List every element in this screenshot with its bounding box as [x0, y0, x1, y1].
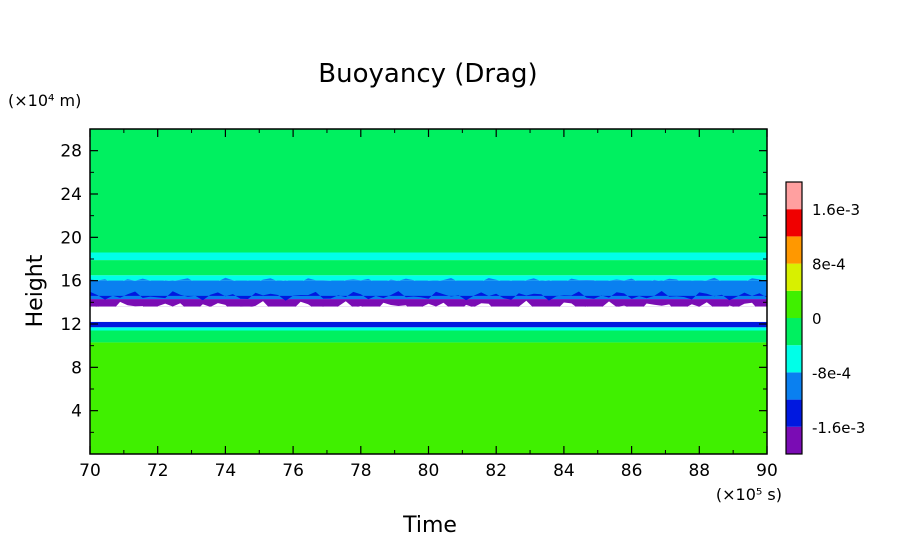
x-axis-label: Time [402, 513, 457, 538]
contour-band-0 [90, 342, 767, 454]
x-tick-label: 72 [147, 461, 169, 481]
y-tick-label: 16 [60, 272, 82, 292]
x-tick-label: 76 [282, 461, 304, 481]
contour-band-10 [90, 129, 767, 253]
contour-band-7 [90, 275, 767, 281]
contour-band-4 [90, 306, 767, 322]
y-tick-label: 4 [71, 402, 82, 422]
contour-band-5 [90, 299, 767, 307]
y-tick-label: 12 [60, 315, 82, 335]
colorbar: 1.6e-3 8e-4 0 -8e-4 -1.6e-3 [785, 181, 865, 455]
contour-band-1 [90, 330, 767, 343]
contour-band-3 [90, 321, 767, 328]
x-tick-label: 82 [485, 461, 507, 481]
colorbar-swatch-8 [786, 209, 802, 237]
contour-band-8 [90, 260, 767, 276]
y-unit-label: (×10⁴ m) [8, 91, 81, 110]
colorbar-swatch-9 [786, 182, 802, 210]
x-axis: 70 72 74 76 78 80 82 84 86 88 90 [79, 129, 778, 481]
y-axis-label: Height [23, 254, 48, 327]
colorbar-swatch-1 [786, 399, 802, 427]
colorbar-swatch-4 [786, 318, 802, 346]
x-tick-label: 74 [215, 461, 237, 481]
x-tick-label: 88 [688, 461, 710, 481]
y-tick-label: 24 [60, 185, 82, 205]
colorbar-swatch-0 [786, 426, 802, 454]
x-tick-label: 84 [553, 461, 575, 481]
y-tick-label: 28 [60, 142, 82, 162]
chart-title: Buoyancy (Drag) [318, 59, 537, 89]
colorbar-swatch-3 [786, 345, 802, 373]
x-tick-label: 70 [79, 461, 101, 481]
heatmap-area [90, 129, 767, 454]
colorbar-frame [785, 181, 803, 455]
colorbar-swatch-2 [786, 372, 802, 400]
contour-band-2 [90, 327, 767, 331]
layer-blue-streaks [90, 291, 767, 301]
colorbar-swatch-5 [786, 290, 802, 318]
x-tick-label: 90 [756, 461, 778, 481]
x-tick-label: 86 [621, 461, 643, 481]
colorbar-swatch-6 [786, 263, 802, 291]
colorbar-label: 1.6e-3 [812, 201, 860, 219]
x-unit-label: (×10⁵ s) [716, 485, 782, 504]
layer-upper-edge [90, 277, 767, 284]
y-axis: 4 8 12 16 20 24 28 [60, 128, 767, 433]
x-tick-label: 80 [418, 461, 440, 481]
x-tick-label: 78 [350, 461, 372, 481]
colorbar-label: -1.6e-3 [812, 419, 865, 437]
contour-band-9 [90, 252, 767, 261]
colorbar-label: 0 [812, 310, 822, 328]
colorbar-label: -8e-4 [812, 364, 851, 382]
plot-frame [89, 128, 768, 455]
colorbar-swatch-7 [786, 236, 802, 264]
colorbar-label: 8e-4 [812, 256, 846, 274]
y-tick-label: 8 [71, 358, 82, 378]
layer-lower-edge [90, 300, 767, 313]
y-tick-label: 20 [60, 228, 82, 248]
